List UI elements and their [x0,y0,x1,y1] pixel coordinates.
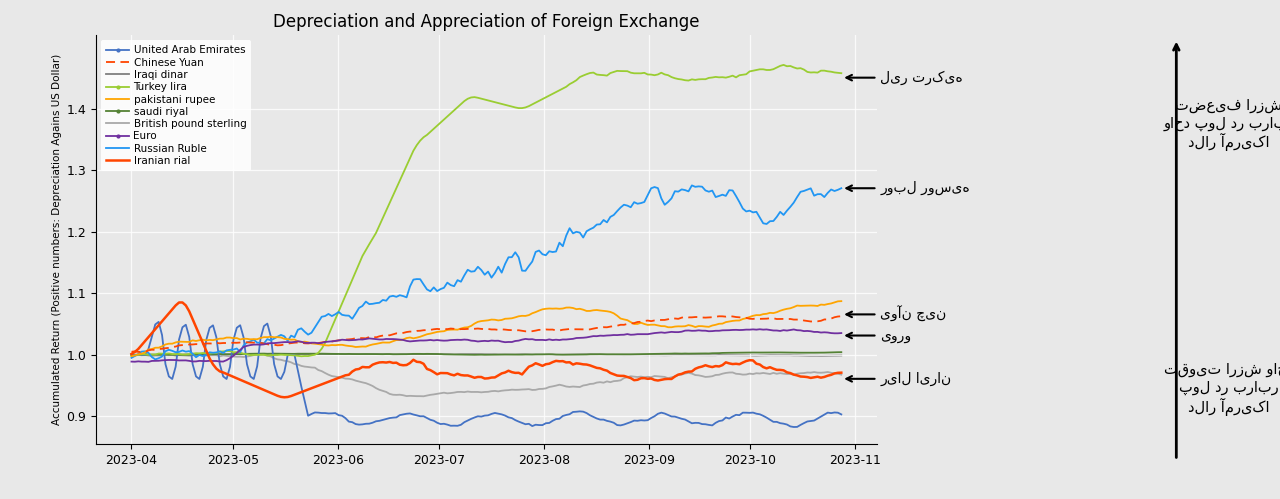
Line: pakistani rupee: pakistani rupee [132,301,841,356]
Text: یورو: یورو [846,328,911,342]
Line: Iranian rial: Iranian rial [132,302,841,397]
Text: یوآن چین: یوآن چین [846,306,946,322]
Line: Iraqi dinar: Iraqi dinar [132,354,841,356]
Y-axis label: Accumulated Return (Positive numbers: Depreciation Agains US Dollar): Accumulated Return (Positive numbers: De… [52,54,63,425]
Line: United Arab Emirates: United Arab Emirates [132,322,841,427]
Text: تضعیف ارزش
واحد پول در برابر
دلار آمریکا: تضعیف ارزش واحد پول در برابر دلار آمریکا [1164,98,1280,152]
Line: Euro: Euro [132,329,841,362]
Title: Depreciation and Appreciation of Foreign Exchange: Depreciation and Appreciation of Foreign… [273,12,700,30]
Text: تقویت ارزش واحد
پول در برابر
دلار آمریکا: تقویت ارزش واحد پول در برابر دلار آمریکا [1164,362,1280,416]
Text: ریال ایران: ریال ایران [846,372,951,386]
Line: Chinese Yuan: Chinese Yuan [132,316,841,352]
Legend: United Arab Emirates, Chinese Yuan, Iraqi dinar, Turkey lira, pakistani rupee, s: United Arab Emirates, Chinese Yuan, Iraq… [101,40,251,171]
Text: روبل روسیه: روبل روسیه [846,181,970,195]
Text: لیر ترکیه: لیر ترکیه [846,70,963,85]
Line: British pound sterling: British pound sterling [132,354,841,396]
Line: Turkey lira: Turkey lira [132,65,841,356]
Line: Russian Ruble: Russian Ruble [132,186,841,359]
Line: saudi riyal: saudi riyal [132,352,841,355]
